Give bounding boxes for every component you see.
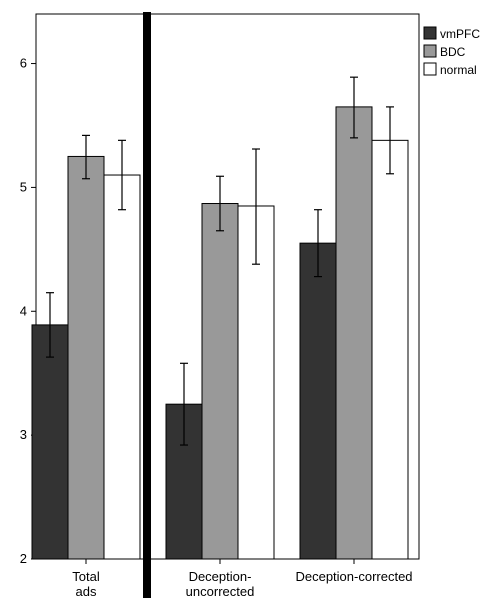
bar — [237, 205, 275, 560]
legend-label: BDC — [440, 45, 466, 59]
x-tick-label: uncorrected — [186, 584, 255, 599]
legend-swatch — [423, 44, 437, 58]
x-tick-label: Total — [72, 569, 100, 584]
y-tick-label: 3 — [20, 427, 27, 442]
bar — [165, 403, 203, 560]
y-tick-label: 6 — [20, 56, 27, 71]
bar — [67, 155, 105, 560]
x-tick-label: Deception- — [189, 569, 252, 584]
bar — [371, 139, 409, 560]
x-tick-label: Deception-corrected — [295, 569, 412, 584]
y-tick-label: 5 — [20, 179, 27, 194]
bar — [299, 242, 337, 560]
y-tick-label: 2 — [20, 551, 27, 566]
bar — [31, 324, 69, 560]
legend-label: normal — [440, 63, 477, 77]
category-separator — [143, 12, 151, 598]
y-tick-label: 4 — [20, 303, 27, 318]
x-tick-label: ads — [76, 584, 97, 599]
legend-swatch — [423, 26, 437, 40]
legend-swatch — [423, 62, 437, 76]
bar — [335, 106, 373, 560]
legend-label: vmPFC — [440, 27, 480, 41]
bar — [103, 174, 141, 560]
bar — [201, 203, 239, 560]
legend: vmPFC BDC normal — [423, 26, 480, 77]
